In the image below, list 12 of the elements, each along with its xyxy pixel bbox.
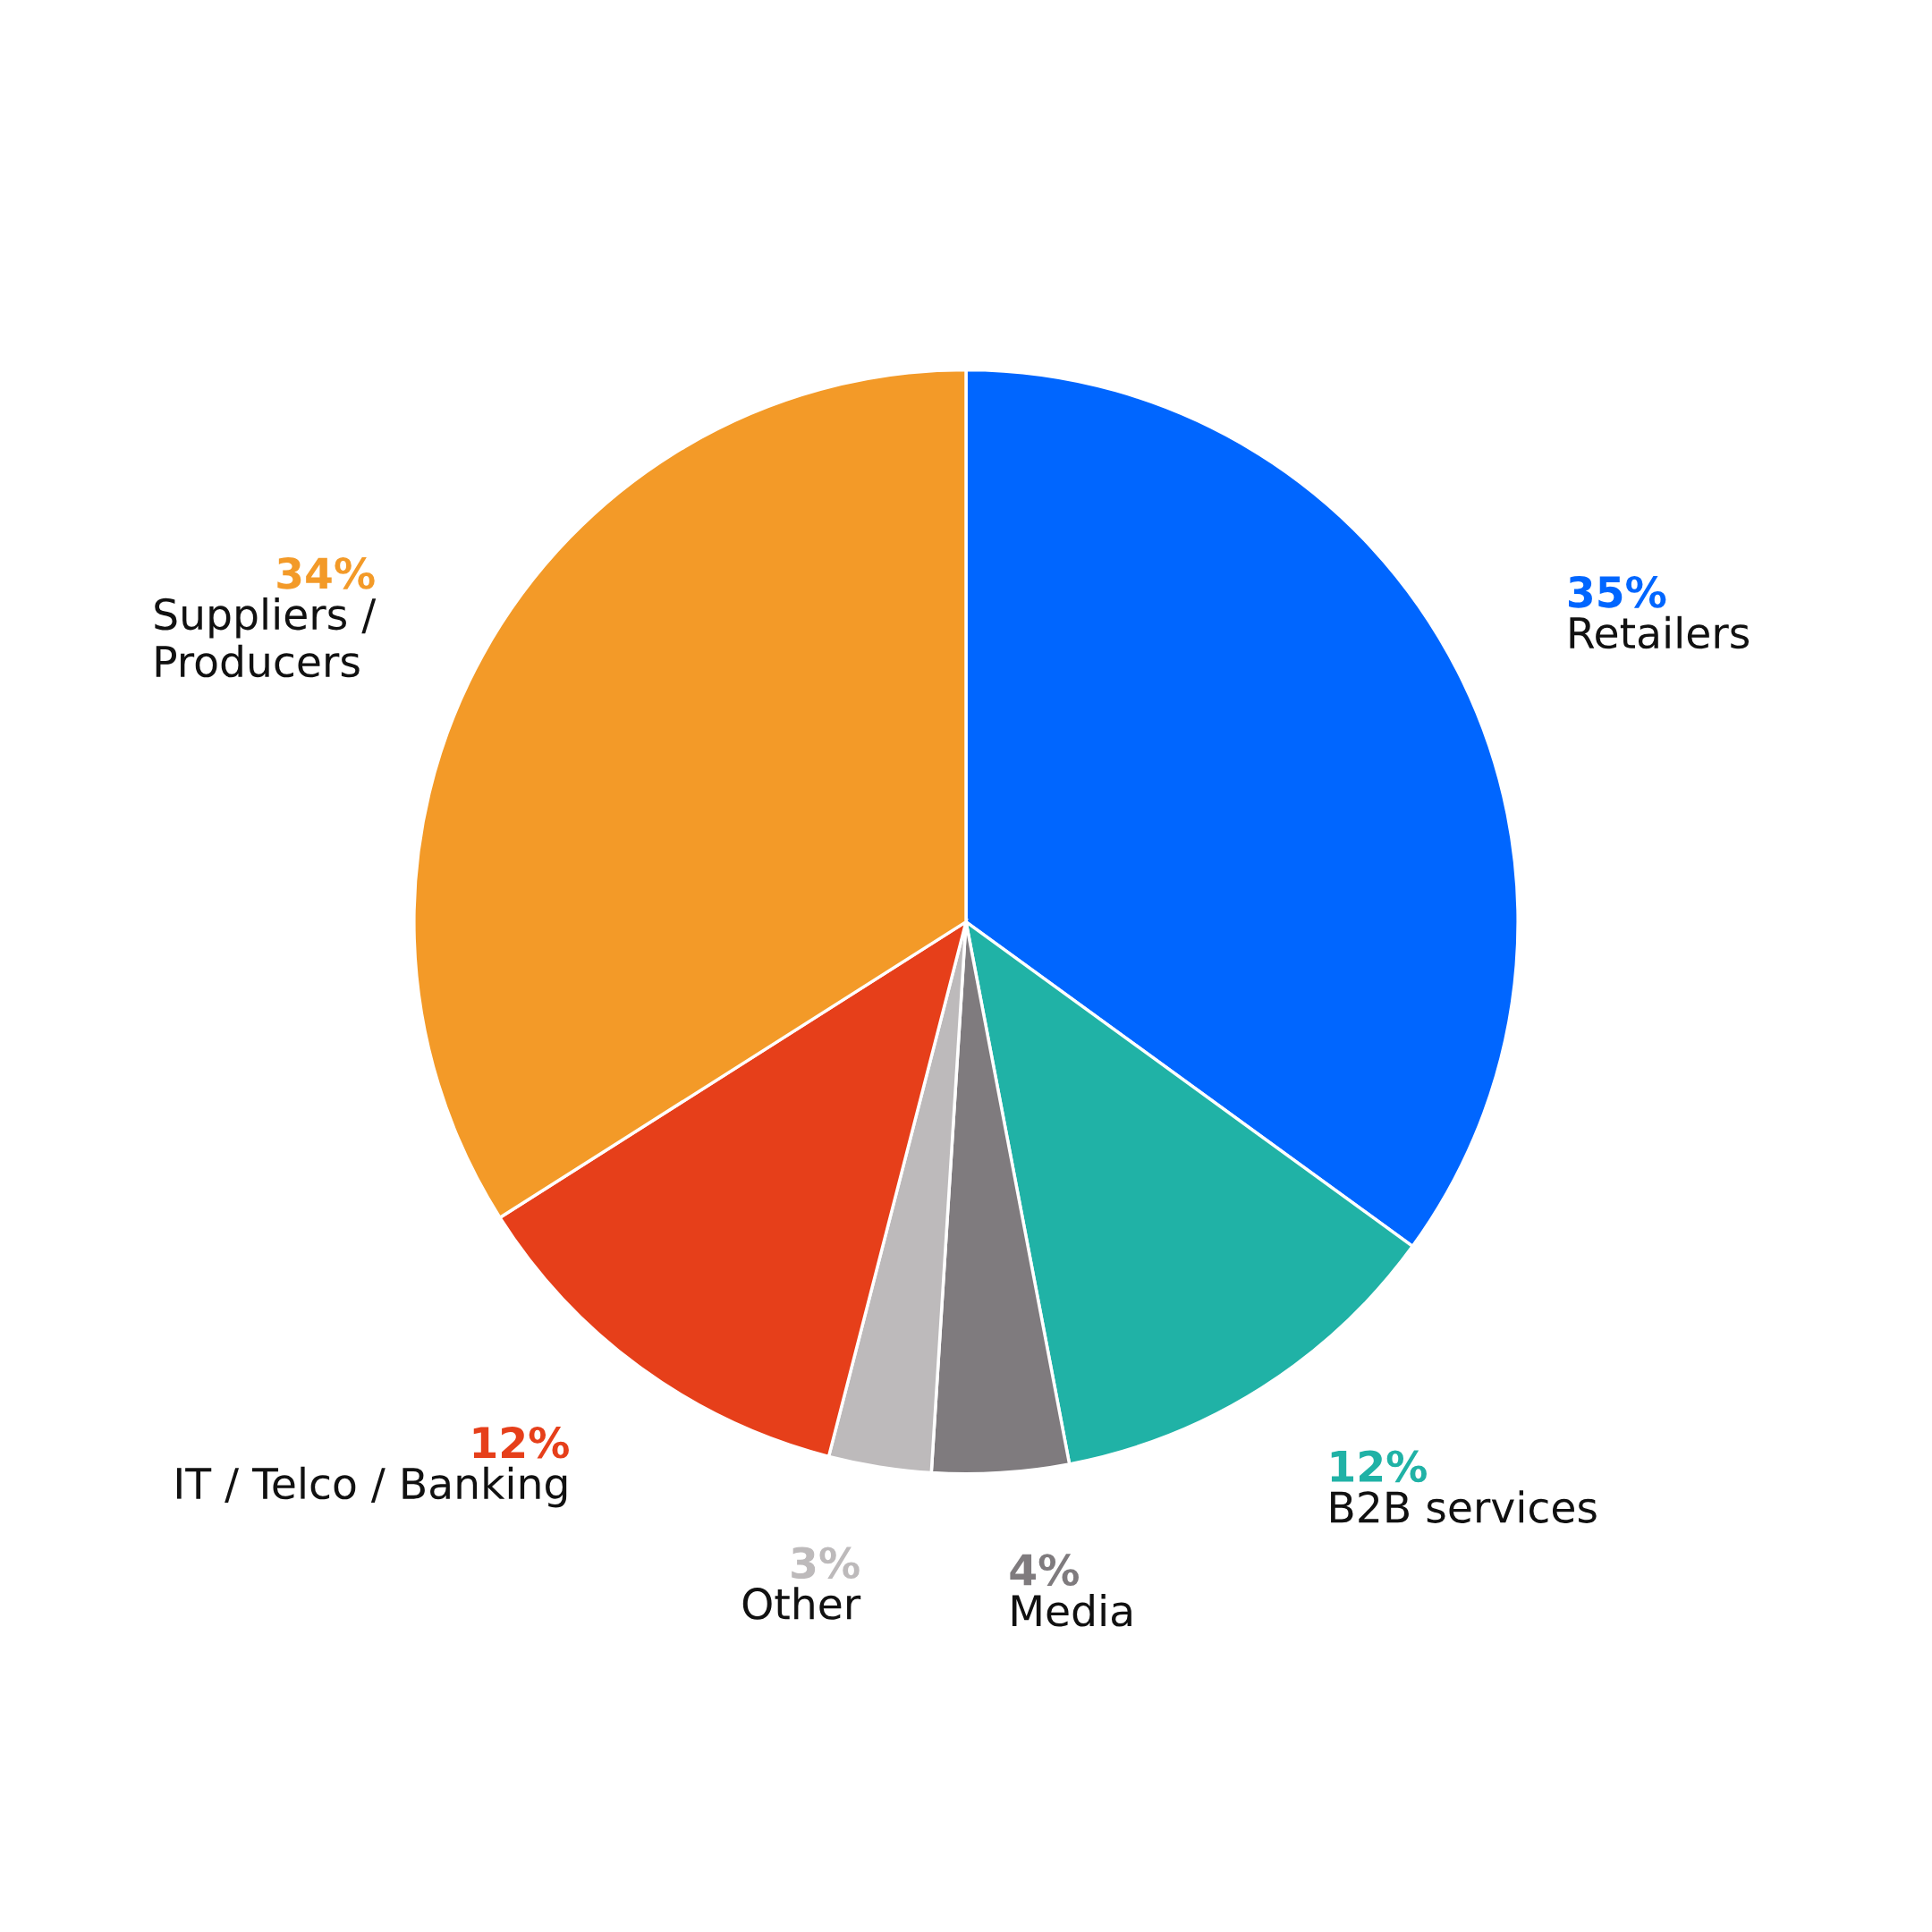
- data-label: 35%: [1569, 575, 1666, 608]
- data-label: 12%: [473, 1426, 569, 1459]
- data-label: 34%: [277, 557, 375, 589]
- data-label: 12%: [1331, 1450, 1427, 1483]
- slice-label: Other: [742, 1587, 861, 1620]
- data-label: 3%: [792, 1546, 860, 1580]
- slice-label: Media: [1012, 1594, 1131, 1627]
- slice-label: Retailers: [1570, 615, 1750, 649]
- slice-label: IT / Telco / Banking: [176, 1466, 567, 1508]
- data-label: 4%: [1010, 1554, 1079, 1586]
- slice-label: B2B services: [1331, 1490, 1597, 1523]
- slice-label: Suppliers / Producers: [155, 597, 377, 678]
